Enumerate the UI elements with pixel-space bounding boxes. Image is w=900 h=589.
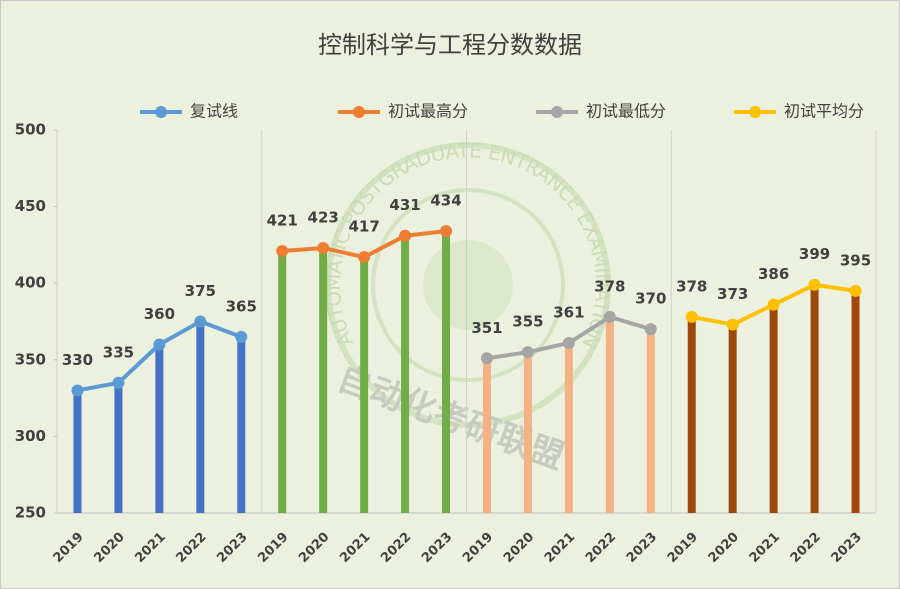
bar bbox=[401, 235, 410, 513]
data-label: 373 bbox=[717, 285, 748, 303]
data-label: 421 bbox=[267, 212, 298, 230]
bar bbox=[73, 390, 82, 513]
data-label: 378 bbox=[676, 277, 707, 295]
legend-marker bbox=[749, 106, 761, 118]
point bbox=[440, 225, 453, 238]
point bbox=[235, 330, 248, 343]
bar bbox=[728, 324, 737, 513]
watermark-ring bbox=[325, 142, 611, 428]
point bbox=[562, 336, 575, 349]
data-label: 360 bbox=[144, 305, 175, 323]
data-label: 355 bbox=[512, 313, 543, 331]
data-label: 378 bbox=[594, 277, 625, 295]
legend-marker bbox=[155, 106, 167, 118]
data-label: 335 bbox=[103, 343, 134, 361]
point bbox=[603, 310, 616, 323]
bar bbox=[237, 336, 246, 513]
legend-label: 初试最高分 bbox=[388, 102, 468, 121]
data-label: 351 bbox=[471, 319, 502, 337]
data-label: 399 bbox=[799, 245, 830, 263]
bar bbox=[687, 316, 696, 513]
point bbox=[808, 278, 821, 291]
data-label: 330 bbox=[62, 351, 93, 369]
bar bbox=[196, 321, 205, 513]
bar bbox=[646, 329, 655, 513]
watermark-emblem bbox=[423, 240, 513, 330]
data-label: 395 bbox=[840, 251, 871, 269]
point bbox=[685, 310, 698, 323]
chart-title: 控制科学与工程分数数据 bbox=[318, 31, 582, 59]
point bbox=[194, 315, 207, 328]
point bbox=[726, 318, 739, 331]
y-tick-label: 400 bbox=[15, 274, 46, 292]
legend-label: 复试线 bbox=[190, 102, 238, 121]
data-label: 434 bbox=[430, 192, 461, 210]
watermark-ring bbox=[371, 188, 565, 382]
y-tick-label: 500 bbox=[15, 121, 46, 139]
data-label: 375 bbox=[185, 282, 216, 300]
data-label: 370 bbox=[635, 290, 666, 308]
data-label: 365 bbox=[226, 297, 257, 315]
y-tick-label: 450 bbox=[15, 197, 46, 215]
bar bbox=[482, 358, 491, 513]
legend-marker bbox=[551, 106, 563, 118]
bar bbox=[523, 352, 532, 513]
bar bbox=[278, 251, 287, 513]
bar bbox=[442, 231, 451, 513]
bar bbox=[319, 247, 328, 514]
data-label: 431 bbox=[389, 196, 420, 214]
bar bbox=[605, 316, 614, 513]
bar bbox=[564, 342, 573, 513]
point bbox=[767, 298, 780, 311]
point bbox=[71, 384, 84, 397]
point bbox=[644, 323, 657, 336]
bar bbox=[360, 257, 369, 513]
y-tick-label: 350 bbox=[15, 350, 46, 368]
bar bbox=[114, 382, 123, 513]
point bbox=[358, 251, 371, 264]
legend-label: 初试最低分 bbox=[586, 102, 666, 121]
point bbox=[849, 284, 862, 297]
point bbox=[399, 229, 412, 242]
point bbox=[521, 346, 534, 359]
y-tick-label: 250 bbox=[15, 504, 46, 522]
point bbox=[317, 241, 330, 254]
data-label: 417 bbox=[348, 218, 379, 236]
bar bbox=[851, 290, 860, 513]
point bbox=[112, 376, 125, 389]
data-label: 386 bbox=[758, 265, 789, 283]
bar bbox=[810, 284, 819, 513]
data-label: 361 bbox=[553, 303, 584, 321]
point bbox=[480, 352, 493, 365]
y-tick-label: 300 bbox=[15, 427, 46, 445]
bar bbox=[769, 304, 778, 513]
bar bbox=[155, 344, 164, 513]
point bbox=[276, 245, 289, 258]
legend-label: 初试平均分 bbox=[784, 102, 864, 121]
point bbox=[153, 338, 166, 351]
legend-marker bbox=[353, 106, 365, 118]
data-label: 423 bbox=[308, 208, 339, 226]
